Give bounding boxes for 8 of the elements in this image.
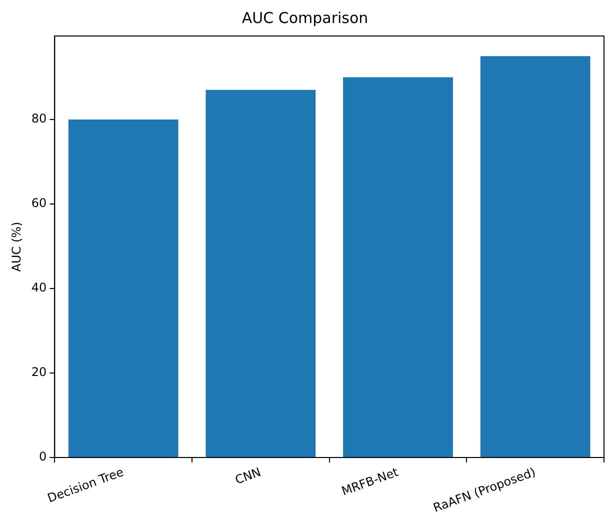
y-tick-label: 80: [31, 112, 47, 126]
x-tick-label: CNN: [233, 464, 263, 488]
y-axis-title: AUC (%): [9, 222, 24, 272]
y-tick-label: 40: [31, 280, 47, 295]
y-tick-label: 20: [31, 365, 47, 380]
y-tick-label: 0: [39, 450, 47, 464]
chart-title: AUC Comparison: [242, 8, 368, 27]
y-tick-label: 60: [31, 196, 47, 210]
